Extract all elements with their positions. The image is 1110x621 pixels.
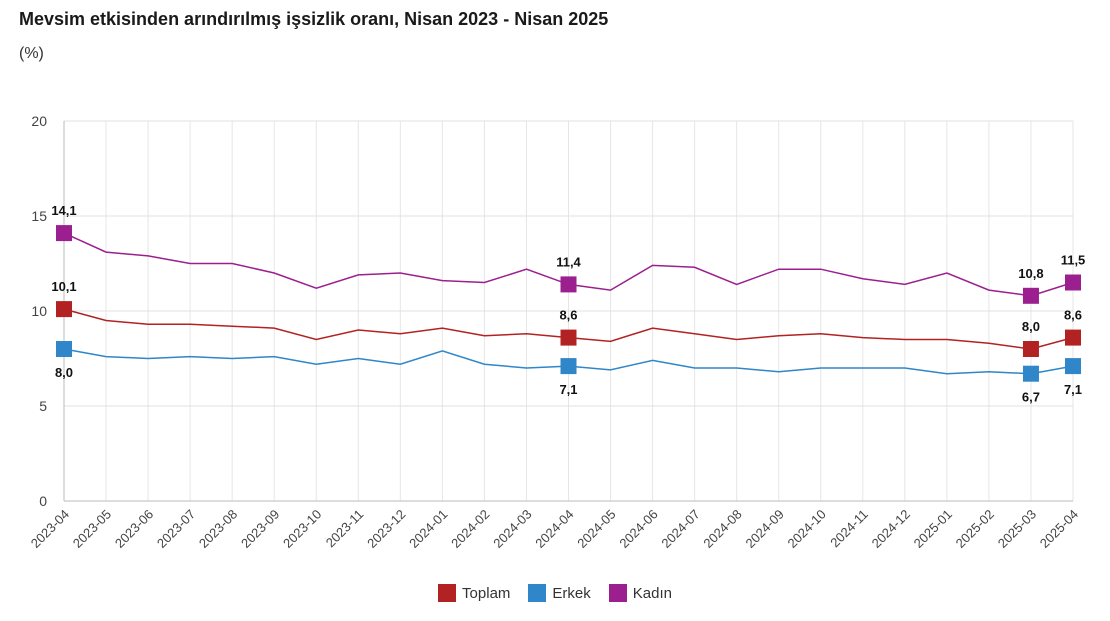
legend-label-kadin: Kadın bbox=[632, 584, 672, 602]
x-tick-label: 2023-10 bbox=[280, 507, 324, 551]
x-tick-label: 2024-06 bbox=[616, 507, 660, 551]
data-label: 10,1 bbox=[51, 279, 76, 294]
data-label: 6,7 bbox=[1022, 390, 1040, 405]
x-tick-label: 2023-06 bbox=[112, 507, 156, 551]
data-point-marker bbox=[560, 329, 577, 346]
data-label: 8,6 bbox=[559, 308, 577, 323]
chart-legend: Toplam Erkek Kadın bbox=[0, 584, 1110, 602]
data-point-marker bbox=[56, 225, 72, 242]
line-chart: 051015202023-042023-052023-062023-072023… bbox=[28, 113, 1086, 551]
data-label: 7,1 bbox=[559, 382, 577, 397]
legend-item-erkek[interactable]: Erkek bbox=[528, 584, 591, 602]
legend-swatch-erkek bbox=[528, 584, 547, 602]
data-point-marker bbox=[1022, 287, 1039, 304]
x-tick-label: 2025-02 bbox=[953, 507, 997, 551]
y-tick-label: 10 bbox=[31, 303, 47, 319]
data-label: 7,1 bbox=[1064, 382, 1082, 397]
data-point-marker bbox=[1065, 329, 1081, 346]
data-label: 11,4 bbox=[556, 254, 581, 269]
y-tick-label: 0 bbox=[39, 493, 47, 509]
x-tick-label: 2025-03 bbox=[995, 507, 1039, 551]
chart-unit-label: (%) bbox=[19, 45, 44, 62]
chart-title: Mevsim etkisinden arındırılmış işsizlik … bbox=[19, 9, 609, 29]
data-label: 14,1 bbox=[51, 203, 76, 218]
x-tick-label: 2024-09 bbox=[742, 507, 786, 551]
data-point-marker bbox=[1022, 365, 1039, 382]
x-tick-label: 2024-04 bbox=[532, 507, 576, 551]
data-label: 8,6 bbox=[1064, 308, 1082, 323]
legend-label-toplam: Toplam bbox=[462, 584, 511, 602]
x-tick-label: 2024-12 bbox=[869, 507, 913, 551]
data-label: 8,0 bbox=[1022, 319, 1040, 334]
legend-swatch-kadin bbox=[608, 584, 627, 602]
x-tick-label: 2023-08 bbox=[196, 507, 240, 551]
data-point-marker bbox=[1065, 274, 1081, 291]
data-label: 11,5 bbox=[1061, 253, 1086, 268]
x-tick-label: 2024-11 bbox=[827, 507, 871, 551]
x-tick-label: 2023-09 bbox=[238, 507, 282, 551]
data-point-marker bbox=[560, 276, 577, 293]
legend-swatch-toplam bbox=[438, 584, 457, 602]
x-tick-label: 2023-12 bbox=[364, 507, 408, 551]
legend-item-kadin[interactable]: Kadın bbox=[608, 584, 672, 602]
data-point-marker bbox=[560, 358, 577, 375]
x-tick-label: 2023-05 bbox=[70, 507, 114, 551]
data-point-marker bbox=[56, 341, 72, 357]
x-tick-label: 2025-01 bbox=[911, 507, 955, 551]
data-point-marker bbox=[1065, 358, 1081, 375]
x-tick-label: 2025-04 bbox=[1037, 507, 1081, 551]
data-label: 8,0 bbox=[55, 365, 73, 380]
legend-item-toplam[interactable]: Toplam bbox=[438, 584, 510, 602]
x-tick-label: 2024-07 bbox=[658, 507, 702, 551]
legend-label-erkek: Erkek bbox=[552, 584, 591, 602]
x-tick-label: 2023-11 bbox=[323, 507, 367, 551]
x-tick-label: 2024-05 bbox=[574, 507, 618, 551]
y-tick-label: 5 bbox=[39, 398, 47, 414]
x-tick-label: 2024-03 bbox=[490, 507, 534, 551]
data-point-marker bbox=[56, 301, 72, 318]
x-tick-label: 2024-01 bbox=[406, 507, 450, 551]
data-point-marker bbox=[1022, 341, 1039, 357]
y-tick-label: 15 bbox=[31, 208, 47, 224]
x-tick-label: 2024-02 bbox=[448, 507, 492, 551]
x-tick-label: 2024-08 bbox=[700, 507, 744, 551]
x-tick-label: 2023-07 bbox=[154, 507, 198, 551]
y-tick-label: 20 bbox=[31, 113, 47, 129]
x-tick-label: 2024-10 bbox=[785, 507, 829, 551]
x-tick-label: 2023-04 bbox=[28, 507, 72, 551]
data-label: 10,8 bbox=[1018, 266, 1043, 281]
